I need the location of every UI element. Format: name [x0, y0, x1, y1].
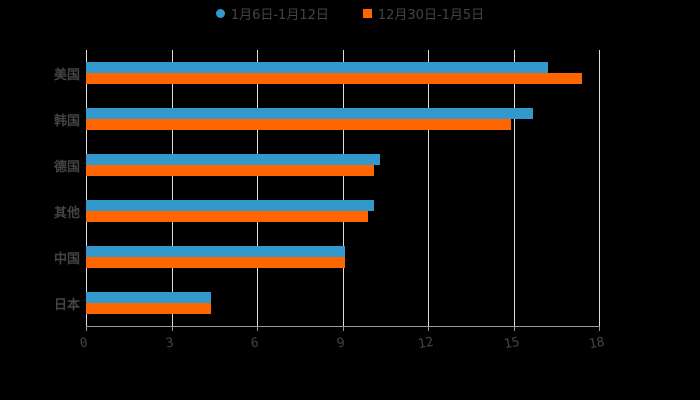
legend-label: 1月6日-1月12日 [231, 4, 329, 23]
bar-series2[interactable] [86, 303, 211, 314]
gridline [343, 50, 344, 326]
category-label: 德国 [0, 156, 80, 175]
bar-series1[interactable] [86, 200, 374, 211]
axis-tick-label: 9 [335, 335, 345, 351]
axis-tick-label: 0 [79, 335, 89, 351]
bar-series1[interactable] [86, 108, 533, 119]
axis-tick [599, 326, 600, 331]
axis-tick-label: 18 [588, 335, 606, 352]
axis-tick-label: 12 [417, 335, 435, 352]
bar-series2[interactable] [86, 165, 374, 176]
gridline [514, 50, 515, 326]
category-label: 韩国 [0, 110, 80, 129]
gridline [257, 50, 258, 326]
category-label: 中国 [0, 248, 80, 267]
legend: 1月6日-1月12日 12月30日-1月5日 [0, 4, 700, 23]
bar-series1[interactable] [86, 62, 548, 73]
axis-tick-label: 15 [502, 335, 520, 352]
gridline [599, 50, 600, 326]
bar-series2[interactable] [86, 257, 345, 268]
square-marker-icon [363, 9, 372, 18]
axis-tick-label: 6 [250, 335, 260, 351]
legend-item-series1[interactable]: 1月6日-1月12日 [216, 4, 329, 23]
bar-series1[interactable] [86, 246, 345, 257]
legend-item-series2[interactable]: 12月30日-1月5日 [363, 4, 484, 23]
category-label: 美国 [0, 64, 80, 83]
bar-series1[interactable] [86, 154, 380, 165]
circle-marker-icon [216, 9, 225, 18]
bar-series2[interactable] [86, 119, 511, 130]
x-axis-line [86, 326, 599, 327]
axis-tick-label: 3 [164, 335, 174, 351]
gridline [428, 50, 429, 326]
category-label: 其他 [0, 202, 80, 221]
bar-series1[interactable] [86, 292, 211, 303]
gridline [86, 50, 87, 326]
category-label: 日本 [0, 294, 80, 313]
bar-series2[interactable] [86, 211, 368, 222]
gridline [172, 50, 173, 326]
legend-label: 12月30日-1月5日 [378, 4, 484, 23]
bar-series2[interactable] [86, 73, 582, 84]
